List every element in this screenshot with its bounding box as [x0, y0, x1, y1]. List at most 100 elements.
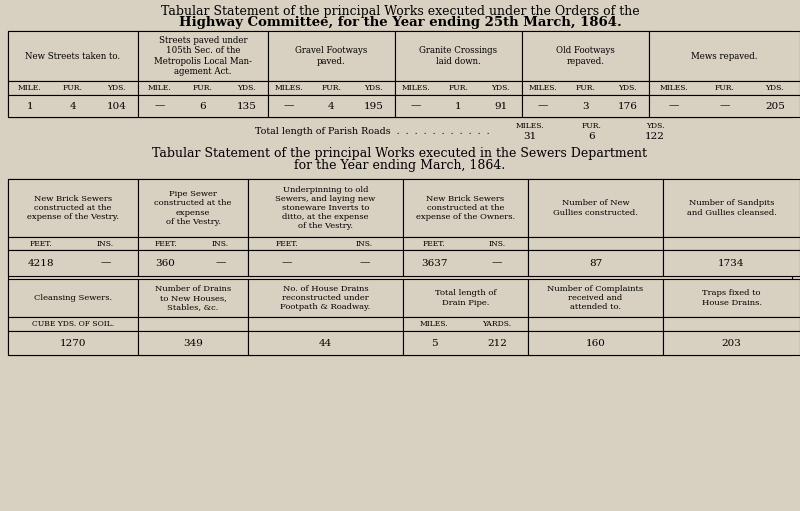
- Text: —: —: [282, 259, 292, 267]
- Text: 176: 176: [618, 102, 638, 110]
- Text: 5: 5: [431, 338, 438, 347]
- Text: Total length of Parish Roads  .  .  .  .  .  .  .  .  .  .  .: Total length of Parish Roads . . . . . .…: [255, 127, 490, 135]
- Text: INS.: INS.: [356, 240, 373, 247]
- Text: 91: 91: [494, 102, 507, 110]
- Text: —: —: [100, 259, 110, 267]
- Text: Streets paved under
105th Sec. of the
Metropolis Local Man-
agement Act.: Streets paved under 105th Sec. of the Me…: [154, 36, 252, 76]
- Text: 1: 1: [26, 102, 33, 110]
- Bar: [8, 331, 138, 355]
- Bar: [138, 250, 248, 276]
- Text: 1734: 1734: [718, 259, 745, 267]
- Text: YDS.: YDS.: [365, 84, 383, 92]
- Text: 4: 4: [70, 102, 76, 110]
- Bar: [8, 31, 792, 117]
- Bar: [138, 179, 248, 237]
- Text: MILES.: MILES.: [402, 84, 430, 92]
- Bar: [138, 81, 268, 95]
- Bar: [138, 237, 248, 250]
- Bar: [395, 81, 522, 95]
- Text: YARDS.: YARDS.: [482, 320, 511, 328]
- Text: 212: 212: [487, 338, 506, 347]
- Bar: [248, 317, 403, 331]
- Bar: [403, 317, 528, 331]
- Text: New Brick Sewers
constructed at the
expense of the Owners.: New Brick Sewers constructed at the expe…: [416, 195, 515, 221]
- Text: FEET.: FEET.: [423, 240, 446, 247]
- Text: Mews repaved.: Mews repaved.: [691, 52, 758, 60]
- Text: 195: 195: [364, 102, 384, 110]
- Text: Traps fixed to
House Drains.: Traps fixed to House Drains.: [702, 289, 762, 307]
- Text: Cleansing Sewers.: Cleansing Sewers.: [34, 294, 112, 302]
- Text: MILES.: MILES.: [660, 84, 689, 92]
- Text: Number of Complaints
received and
attended to.: Number of Complaints received and attend…: [547, 285, 643, 311]
- Text: 1: 1: [455, 102, 462, 110]
- Text: FUR.: FUR.: [63, 84, 83, 92]
- Text: 203: 203: [722, 338, 742, 347]
- Bar: [528, 279, 663, 317]
- Bar: [403, 331, 528, 355]
- Text: 135: 135: [236, 102, 256, 110]
- Text: YDS.: YDS.: [107, 84, 126, 92]
- Text: 349: 349: [183, 338, 203, 347]
- Text: 160: 160: [586, 338, 606, 347]
- Text: Highway Committee, for the Year ending 25th March, 1864.: Highway Committee, for the Year ending 2…: [178, 15, 622, 29]
- Text: CUBE YDS. OF SOIL.: CUBE YDS. OF SOIL.: [32, 320, 114, 328]
- Bar: [395, 31, 522, 81]
- Text: 4218: 4218: [27, 259, 54, 267]
- Text: 360: 360: [155, 259, 175, 267]
- Text: Number of Sandpits
and Gullies cleansed.: Number of Sandpits and Gullies cleansed.: [686, 199, 777, 217]
- Bar: [8, 95, 138, 117]
- Text: FUR.: FUR.: [582, 122, 602, 130]
- Text: MILE.: MILE.: [148, 84, 171, 92]
- Text: —: —: [669, 102, 679, 110]
- Bar: [8, 179, 138, 237]
- Bar: [528, 237, 663, 250]
- Bar: [8, 250, 138, 276]
- Bar: [138, 279, 248, 317]
- Text: YDS.: YDS.: [766, 84, 784, 92]
- Text: 6: 6: [589, 131, 595, 141]
- Bar: [395, 95, 522, 117]
- Text: New Streets taken to.: New Streets taken to.: [26, 52, 121, 60]
- Bar: [528, 331, 663, 355]
- Bar: [663, 250, 800, 276]
- Bar: [649, 95, 800, 117]
- Text: FUR.: FUR.: [193, 84, 213, 92]
- Text: INS.: INS.: [212, 240, 229, 247]
- Text: YDS.: YDS.: [646, 122, 664, 130]
- Text: 104: 104: [106, 102, 126, 110]
- Text: YDS.: YDS.: [618, 84, 637, 92]
- Text: Pipe Sewer
constructed at the
expense
of the Vestry.: Pipe Sewer constructed at the expense of…: [154, 190, 232, 226]
- Text: FUR.: FUR.: [714, 84, 734, 92]
- Text: 87: 87: [589, 259, 602, 267]
- Text: 1270: 1270: [60, 338, 86, 347]
- Bar: [138, 317, 248, 331]
- Text: 4: 4: [328, 102, 335, 110]
- Text: —: —: [359, 259, 370, 267]
- Bar: [248, 250, 403, 276]
- Bar: [268, 95, 395, 117]
- Text: MILES.: MILES.: [529, 84, 558, 92]
- Bar: [8, 279, 138, 317]
- Text: MILES.: MILES.: [516, 122, 544, 130]
- Bar: [248, 279, 403, 317]
- Text: —: —: [284, 102, 294, 110]
- Bar: [8, 179, 792, 355]
- Text: INS.: INS.: [97, 240, 114, 247]
- Bar: [138, 95, 268, 117]
- Bar: [403, 250, 528, 276]
- Text: 205: 205: [765, 102, 785, 110]
- Bar: [522, 31, 649, 81]
- Bar: [663, 331, 800, 355]
- Bar: [268, 81, 395, 95]
- Text: Underpinning to old
Sewers, and laying new
stoneware Inverts to
ditto, at the ex: Underpinning to old Sewers, and laying n…: [275, 185, 376, 230]
- Text: Tabular Statement of the principal Works executed under the Orders of the: Tabular Statement of the principal Works…: [161, 5, 639, 17]
- Text: Total length of
Drain Pipe.: Total length of Drain Pipe.: [434, 289, 496, 307]
- Bar: [403, 179, 528, 237]
- Bar: [528, 179, 663, 237]
- Text: FUR.: FUR.: [322, 84, 342, 92]
- Bar: [663, 237, 800, 250]
- Text: FEET.: FEET.: [154, 240, 177, 247]
- Text: MILES.: MILES.: [420, 320, 449, 328]
- Text: 31: 31: [523, 131, 537, 141]
- Text: —: —: [491, 259, 502, 267]
